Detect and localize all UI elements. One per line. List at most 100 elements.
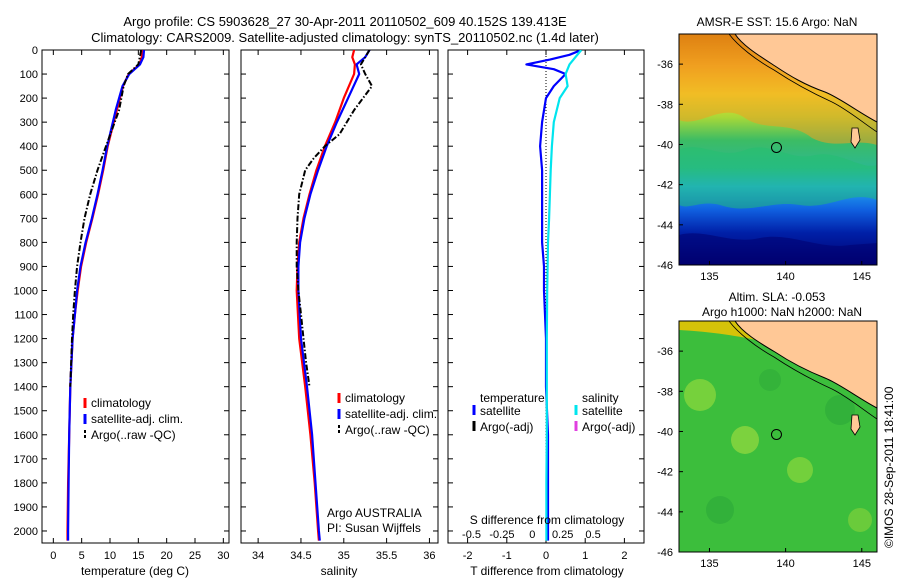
x-tick-label: -1 <box>502 550 512 562</box>
lon-tick-label: 135 <box>700 558 718 570</box>
lon-tick-label: 145 <box>853 271 871 283</box>
lat-tick-label: -46 <box>657 547 673 559</box>
sla-blob <box>787 457 813 483</box>
y-tick-label: 100 <box>20 69 38 81</box>
difference-x-ticks: -2 -1 0 1 2 <box>463 50 627 562</box>
series-line <box>66 50 146 541</box>
y-tick-label: 0 <box>32 45 38 57</box>
x-tick-label: 34.5 <box>290 550 311 562</box>
salinity-annotation-line1: Argo AUSTRALIA <box>327 506 422 520</box>
y-tick-label: 800 <box>20 237 38 249</box>
lat-tick-label: -44 <box>657 220 673 232</box>
lat-tick-label: -40 <box>657 139 673 151</box>
sla-blob <box>731 426 759 454</box>
y-tick-label: 1800 <box>14 478 38 490</box>
lon-tick-label: 145 <box>853 558 871 570</box>
lon-tick-label: 140 <box>776 558 794 570</box>
y-tick-label: 900 <box>20 261 38 273</box>
imos-watermark: ©IMOS 28-Sep-2011 18:41:00 <box>882 386 896 548</box>
temperature-legend: climatology satellite-adj. clim. Argo(..… <box>83 396 183 442</box>
y-tick-label: 1500 <box>14 406 38 418</box>
x-tick-label: 0 <box>50 550 56 562</box>
legend-label-sal-satellite: satellite <box>582 404 623 418</box>
lat-tick-label: -38 <box>657 99 673 111</box>
x-tick-label: -2 <box>463 550 473 562</box>
sla-blob <box>759 369 781 391</box>
header-line1: Argo profile: CS 5903628_27 30-Apr-2011 … <box>123 14 567 29</box>
lat-tick-label: -42 <box>657 467 673 479</box>
s-tick-label: -0.5 <box>462 529 481 541</box>
y-tick-label: 1000 <box>14 285 38 297</box>
x-tick-label: 25 <box>189 550 201 562</box>
legend-label-argo: Argo(..raw -QC) <box>345 423 430 437</box>
sla-land <box>734 321 877 409</box>
sla-bathymetry-contour <box>728 321 877 420</box>
difference-s-ticks: -0.5 -0.25 0 0.25 0.5 <box>462 529 601 541</box>
sst-bathymetry-contour <box>728 34 877 133</box>
difference-series <box>525 50 583 541</box>
temperature-panel: 0100200300400500600700800900100011001200… <box>14 45 230 578</box>
legend-label-temp-satellite: satellite <box>480 404 521 418</box>
series-line <box>297 50 371 541</box>
header-line2: Climatology: CARS2009. Satellite-adjuste… <box>91 30 599 45</box>
lat-tick-label: -46 <box>657 260 673 272</box>
lat-tick-label: -38 <box>657 386 673 398</box>
y-tick-label: 1300 <box>14 358 38 370</box>
salinity-panel: 34 34.5 35 35.5 36 salinity climatology sate… <box>240 49 439 578</box>
legend-label-argo: Argo(..raw -QC) <box>91 428 176 442</box>
series-line <box>69 50 143 387</box>
sla-blob <box>706 496 734 524</box>
sst-cold-band <box>679 233 877 265</box>
x-tick-label: 5 <box>79 550 85 562</box>
legend-label-satellite: satellite-adj. clim. <box>91 412 183 426</box>
sst-map-title: AMSR-E SST: 15.6 Argo: NaN <box>697 15 858 29</box>
x-tick-label: 2 <box>621 550 627 562</box>
argo-location-marker <box>770 141 782 153</box>
lat-tick-label: -36 <box>657 59 673 71</box>
salinity-annotation-line2: PI: Susan Wijffels <box>327 521 421 535</box>
sla-lat-ticks: -36 -38 -40 -42 -44 -46 <box>657 346 683 559</box>
s-tick-label: -0.25 <box>489 529 514 541</box>
lat-tick-label: -40 <box>657 426 673 438</box>
legend-title-salinity: salinity <box>582 391 619 405</box>
temperature-x-ticks: 0 5 10 15 20 25 30 <box>50 50 229 562</box>
legend-label-climatology: climatology <box>91 396 151 410</box>
legend-label-sal-argo: Argo(-adj) <box>582 420 635 434</box>
legend-title-temperature: temperature <box>480 391 545 405</box>
x-tick-label: 36 <box>423 550 435 562</box>
s-tick-label: 0.25 <box>552 529 573 541</box>
x-tick-label: 20 <box>161 550 173 562</box>
temperature-series <box>66 50 146 541</box>
sla-blob <box>825 395 855 425</box>
salinity-xlabel: salinity <box>321 564 358 578</box>
y-tick-label: 1400 <box>14 382 38 394</box>
sla-blob <box>684 379 716 411</box>
lat-tick-label: -42 <box>657 180 673 192</box>
difference-depth-ticks <box>448 49 644 532</box>
y-tick-label: 200 <box>20 93 38 105</box>
sst-lon-ticks: 135 140 145 <box>700 261 871 283</box>
legend-label-satellite: satellite-adj. clim. <box>345 407 437 421</box>
sst-lat-ticks: -36 -38 -40 -42 -44 -46 <box>657 59 683 272</box>
sla-island <box>850 414 861 436</box>
x-tick-label: 35.5 <box>376 550 397 562</box>
lat-tick-label: -36 <box>657 346 673 358</box>
s-tick-label: 0.5 <box>585 529 600 541</box>
salinity-series <box>295 50 373 541</box>
series-line <box>295 50 373 387</box>
y-tick-label: 1200 <box>14 334 38 346</box>
sst-map-frame <box>678 33 878 266</box>
temperature-xlabel: temperature (deg C) <box>81 564 189 578</box>
lon-tick-label: 140 <box>776 271 794 283</box>
y-tick-label: 1700 <box>14 454 38 466</box>
s-difference-label: S difference from climatology <box>470 513 625 527</box>
y-tick-label: 300 <box>20 117 38 129</box>
y-tick-label: 2000 <box>14 526 38 538</box>
sla-map-title-line1: Altim. SLA: -0.053 <box>729 290 826 304</box>
series-line <box>545 50 583 541</box>
sla-map-title-line2: Argo h1000: NaN h2000: NaN <box>702 305 862 319</box>
sst-island <box>850 127 861 149</box>
legend-label-temp-argo: Argo(-adj) <box>480 420 533 434</box>
salinity-axes <box>240 49 439 544</box>
salinity-x-ticks: 34 34.5 35 35.5 36 <box>252 50 436 562</box>
